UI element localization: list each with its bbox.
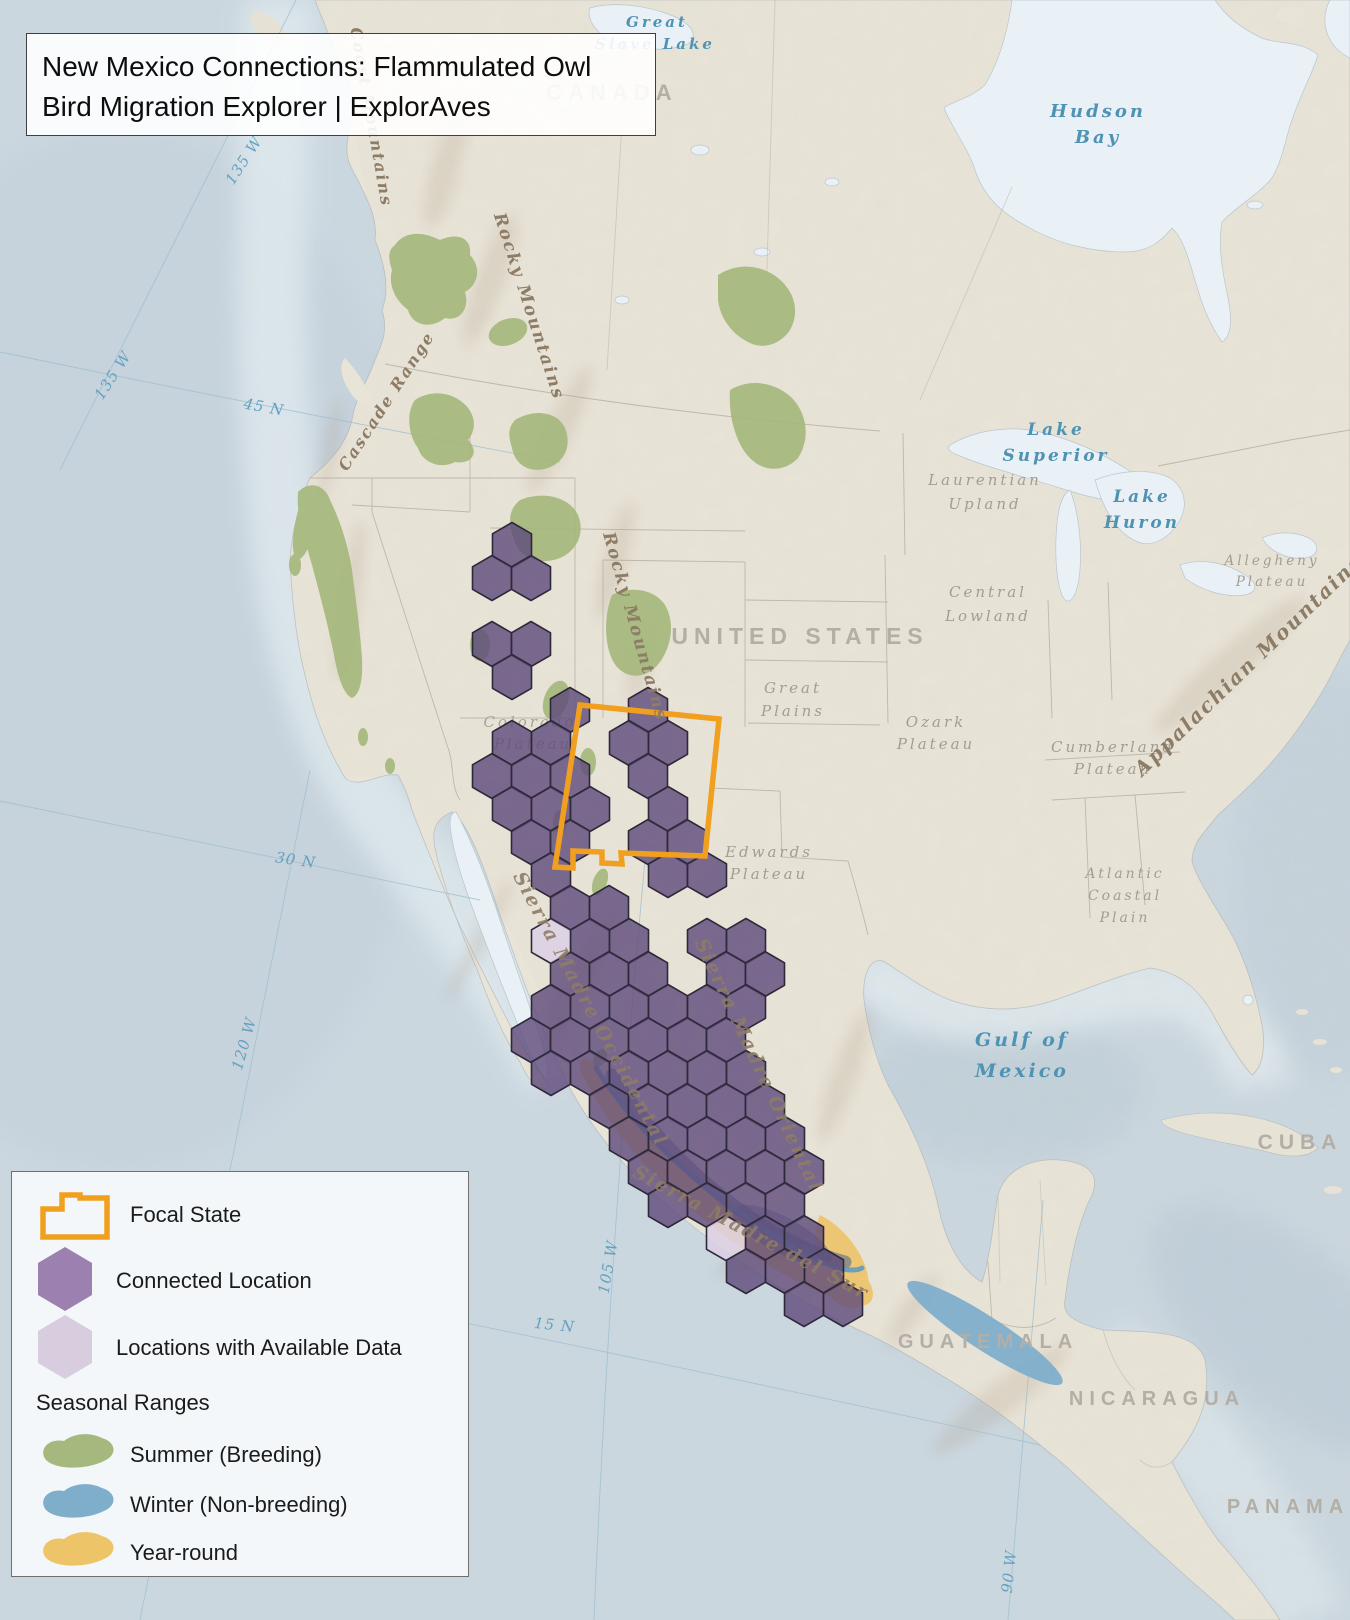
us-canada-border-east <box>1157 429 1350 467</box>
lake-ontario-water <box>1261 532 1318 559</box>
terrain-texture <box>290 0 1350 1620</box>
legend-label-winter: Winter (Non-breeding) <box>130 1492 348 1517</box>
physio-label-atlantic-coastal-plain: Plain <box>1099 910 1151 926</box>
small-lake <box>1246 200 1264 210</box>
graticule-label-90w: 90 W <box>998 1548 1020 1593</box>
vancouver-island <box>341 358 372 406</box>
legend-header-seasonal-ranges: Seasonal Ranges <box>36 1390 210 1415</box>
physio-label-allegheny-plateau: Allegheny <box>1222 553 1319 569</box>
us-canada-border <box>384 363 881 432</box>
lake-okeechobee <box>1242 994 1254 1006</box>
summer-range-blob <box>358 728 368 746</box>
summer-range-colorado <box>606 589 672 676</box>
water-label-lake-superior: Superior <box>1002 446 1109 466</box>
graticule-label-30n: 30 N <box>274 848 317 872</box>
bahamas-island <box>1296 1009 1308 1015</box>
physio-label-atlantic-coastal-plain: Atlantic <box>1083 866 1164 882</box>
summer-range-blob <box>488 317 528 347</box>
summer-range-sierra-nevada <box>297 485 363 698</box>
summer-range-blob <box>385 758 395 774</box>
hudson-bay-water <box>943 0 1319 343</box>
small-lake <box>690 144 710 156</box>
texas-border <box>709 787 869 936</box>
available-location-hex[interactable] <box>530 917 572 965</box>
legend-label-focal-state: Focal State <box>130 1202 242 1227</box>
small-lake <box>753 247 771 257</box>
summer-range-rockies <box>729 383 806 469</box>
state-borders <box>310 0 1350 1468</box>
connected-location-hex[interactable] <box>491 653 533 701</box>
legend-label-summer: Summer (Breeding) <box>130 1442 322 1467</box>
deep-ocean-shade <box>0 130 440 1170</box>
physio-label-great-plains: Great <box>764 679 822 697</box>
caribbean-island <box>1324 1186 1342 1194</box>
focal-state-swatch <box>40 1192 110 1240</box>
water-label-great-slave-lake: Great <box>626 13 688 31</box>
water-label-gulf-of-mexico: Gulf of <box>975 1029 1069 1051</box>
bahamas-island <box>1330 1067 1342 1073</box>
physio-label-edwards-plateau: Edwards <box>724 843 813 861</box>
map-title-line1: New Mexico Connections: Flammulated Owl <box>42 51 592 82</box>
small-lake <box>614 295 630 305</box>
cuba-island <box>1161 1112 1319 1157</box>
country-label-panama: PANAMA <box>1227 1496 1349 1518</box>
physio-label-central-lowland: Central <box>949 583 1027 601</box>
lakes-layer <box>449 0 1350 1081</box>
physio-label-laurentian-upland: Upland <box>948 495 1021 513</box>
summer-range-idaho <box>509 413 568 470</box>
physio-label-ozark-plateau: Ozark <box>906 713 966 731</box>
connected-location-hex[interactable] <box>822 1280 864 1328</box>
water-label-hudson-bay: Bay <box>1074 127 1121 148</box>
connected-location-hex[interactable] <box>510 554 552 602</box>
lake-erie-water <box>1179 561 1256 596</box>
country-label-united-states: UNITED STATES <box>671 623 928 649</box>
available-locations-layer <box>530 917 747 1262</box>
small-lake <box>824 177 840 187</box>
map-legend: Focal State Connected Location Locations… <box>11 1171 469 1577</box>
map-title-line2: Bird Migration Explorer | ExplorAves <box>42 91 491 122</box>
winter-range-guatemala <box>907 1280 1063 1386</box>
physio-label-cumberland-plateau: Plateau <box>1073 760 1152 778</box>
physio-label-allegheny-plateau: Plateau <box>1235 574 1309 590</box>
water-label-lake-huron: Huron <box>1103 513 1180 533</box>
summer-range-bc <box>389 233 478 325</box>
lake-huron-water <box>1094 471 1185 544</box>
physio-label-atlantic-coastal-plain: Coastal <box>1088 888 1162 904</box>
country-label-guatemala: GUATEMALA <box>898 1331 1078 1353</box>
graticule-label-15n: 15 N <box>533 1314 576 1336</box>
available-location-swatch <box>38 1315 92 1379</box>
focal-state-outline <box>551 702 723 871</box>
lake-michigan-water <box>1055 489 1081 602</box>
connected-location-swatch <box>38 1247 92 1311</box>
country-label-nicaragua: NICARAGUA <box>1069 1388 1245 1410</box>
land-layer <box>250 0 1350 1620</box>
summer-range-blob <box>289 554 301 576</box>
arctic-island <box>1276 7 1304 23</box>
country-label-cuba: CUBA <box>1258 1131 1343 1154</box>
summer-range-swatch <box>43 1434 114 1468</box>
legend-label-connected: Connected Location <box>116 1268 312 1293</box>
map-title-box: New Mexico Connections: Flammulated Owl … <box>26 33 656 136</box>
connected-location-hex[interactable] <box>686 851 728 899</box>
available-location-hex[interactable] <box>705 1214 747 1262</box>
water-label-gulf-of-mexico: Mexico <box>974 1060 1069 1082</box>
legend-label-year-round: Year-round <box>130 1540 239 1565</box>
physio-label-central-lowland: Lowland <box>944 607 1031 625</box>
summer-range-wa-id <box>409 393 474 466</box>
legend-label-available: Locations with Available Data <box>116 1335 402 1360</box>
summer-range-montana <box>718 266 796 346</box>
physio-label-cumberland-plateau: Cumberland <box>1051 738 1175 756</box>
physio-label-ozark-plateau: Plateau <box>896 735 975 753</box>
physio-label-laurentian-upland: Laurentian <box>927 471 1042 489</box>
water-label-lake-superior: Lake <box>1026 420 1085 440</box>
winter-range-swatch <box>43 1484 114 1518</box>
bahamas-island <box>1313 1039 1327 1045</box>
physio-label-edwards-plateau: Plateau <box>729 865 808 883</box>
year-round-range-swatch <box>43 1532 114 1566</box>
water-label-hudson-bay: Hudson <box>1049 101 1146 122</box>
physio-label-great-plains: Plains <box>760 702 825 720</box>
water-label-lake-huron: Lake <box>1112 487 1171 507</box>
